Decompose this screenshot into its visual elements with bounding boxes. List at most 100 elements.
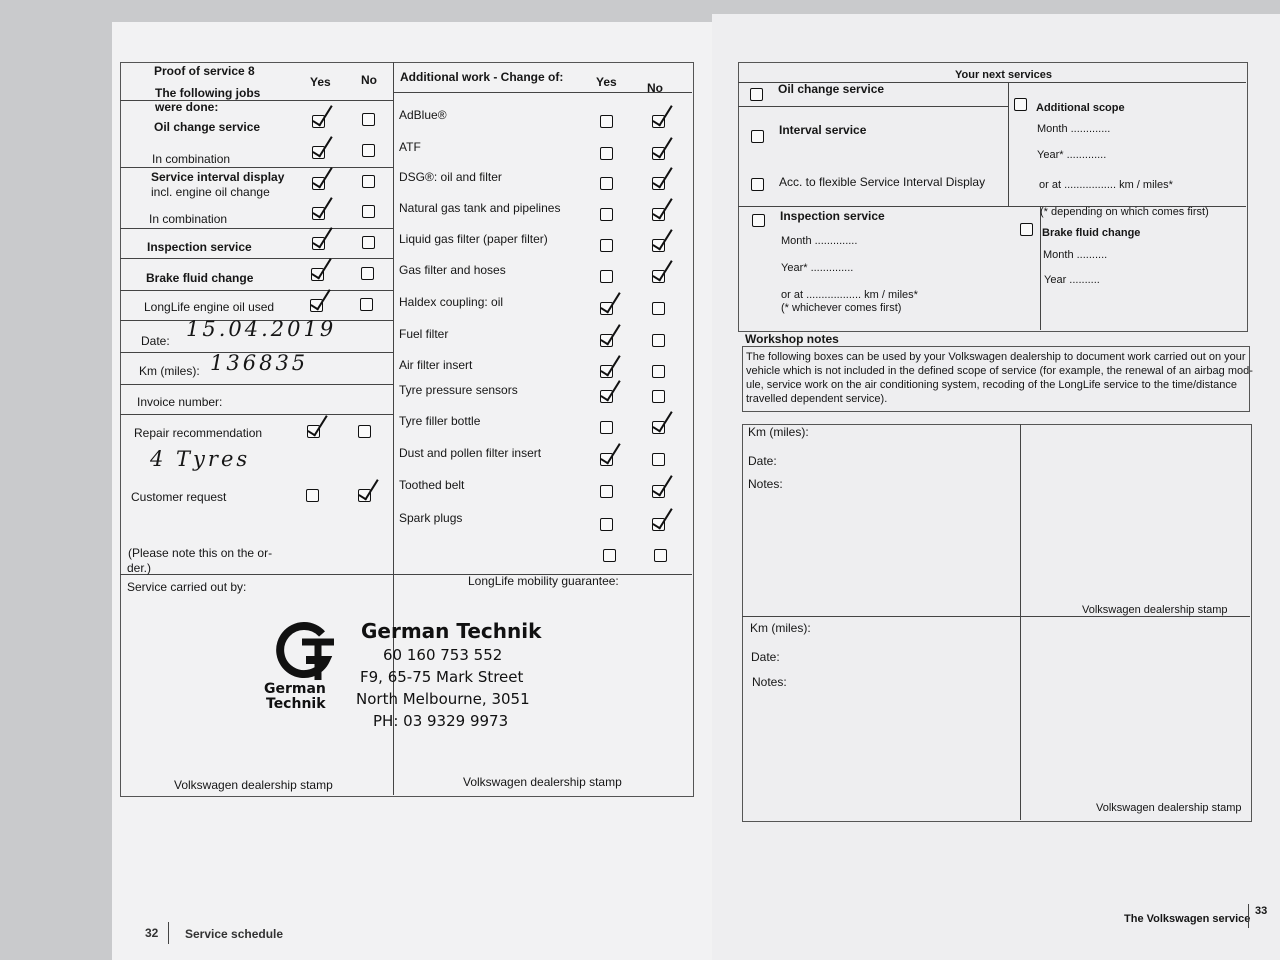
checkbox bbox=[600, 421, 613, 434]
rule bbox=[738, 82, 1246, 83]
field: Year .......... bbox=[1044, 274, 1100, 286]
checkbox bbox=[652, 390, 665, 403]
stamp-line: PH: 03 9329 9973 bbox=[373, 712, 509, 730]
footer: Service schedule bbox=[185, 927, 284, 941]
checkbox-checked bbox=[652, 421, 665, 434]
stamp-caption: Volkswagen dealership stamp bbox=[174, 778, 333, 792]
stamp-caption: Volkswagen dealership stamp bbox=[463, 775, 622, 789]
checkbox bbox=[751, 130, 764, 143]
rule bbox=[120, 258, 393, 259]
km-label: Km (miles): bbox=[748, 425, 809, 439]
additional-item: Natural gas tank and pipelines bbox=[399, 201, 561, 215]
service: Oil change service bbox=[778, 82, 885, 96]
checkbox bbox=[600, 177, 613, 190]
field: Year* ............. bbox=[1037, 149, 1107, 161]
additional-item: AdBlue® bbox=[399, 108, 447, 122]
date-label: Date: bbox=[141, 334, 170, 348]
checkbox bbox=[652, 334, 665, 347]
job: In combination bbox=[152, 152, 231, 166]
footer-rule bbox=[168, 922, 169, 944]
checkbox-checked bbox=[358, 489, 371, 502]
field: Month .............. bbox=[781, 235, 858, 247]
rule bbox=[120, 167, 393, 168]
divider bbox=[1020, 424, 1021, 820]
stamp-caption: Volkswagen dealership stamp bbox=[1082, 604, 1228, 616]
service: Additional scope bbox=[1036, 102, 1125, 114]
workshop-title: Workshop notes bbox=[745, 332, 839, 346]
checkbox-checked bbox=[312, 237, 325, 250]
rule bbox=[393, 92, 692, 93]
field-note: (* depending on which comes first) bbox=[1040, 206, 1209, 218]
checkbox-checked bbox=[312, 177, 325, 190]
additional-item: Haldex coupling: oil bbox=[399, 295, 504, 309]
checkbox bbox=[603, 549, 616, 562]
footer: The Volkswagen service bbox=[1124, 913, 1251, 925]
workshop-text: The following boxes can be used by your … bbox=[746, 351, 1246, 363]
divider bbox=[393, 62, 394, 795]
additional-item: Toothed belt bbox=[399, 478, 465, 492]
additional-item: Air filter insert bbox=[399, 358, 473, 372]
additional-item: ATF bbox=[399, 140, 421, 154]
additional-item: Dust and pollen filter insert bbox=[399, 446, 542, 460]
title: Your next services bbox=[955, 69, 1053, 81]
checkbox bbox=[652, 302, 665, 315]
checkbox bbox=[752, 214, 765, 227]
checkbox bbox=[362, 205, 375, 218]
checkbox bbox=[306, 489, 319, 502]
stamp-caption: Volkswagen dealership stamp bbox=[1096, 802, 1242, 814]
job: In combination bbox=[149, 212, 228, 226]
checkbox bbox=[600, 270, 613, 283]
no-header: No bbox=[647, 81, 663, 95]
workshop-text: travelled dependent service). bbox=[746, 393, 888, 405]
stamp-name: German Technik bbox=[361, 619, 542, 643]
job: incl. engine oil change bbox=[151, 185, 270, 199]
rule bbox=[120, 574, 692, 575]
rule bbox=[120, 414, 393, 415]
divider bbox=[1040, 206, 1041, 330]
checkbox bbox=[362, 175, 375, 188]
notes-frame bbox=[742, 424, 1252, 822]
checkbox bbox=[600, 147, 613, 160]
checkbox bbox=[600, 485, 613, 498]
mobility-label: LongLife mobility guarantee: bbox=[468, 574, 619, 588]
rule bbox=[120, 228, 393, 229]
workshop-intro-frame bbox=[742, 346, 1250, 412]
checkbox bbox=[750, 88, 763, 101]
checkbox bbox=[1020, 223, 1033, 236]
checkbox-checked bbox=[600, 453, 613, 466]
additional-item: Liquid gas filter (paper filter) bbox=[399, 232, 548, 246]
checkbox-checked bbox=[652, 270, 665, 283]
stamp-line: 60 160 753 552 bbox=[383, 646, 503, 664]
job: Oil change service bbox=[154, 120, 261, 134]
stamp-line: North Melbourne, 3051 bbox=[356, 690, 530, 708]
field: Year* .............. bbox=[781, 262, 854, 274]
checkbox bbox=[360, 298, 373, 311]
checkbox-checked bbox=[652, 485, 665, 498]
checkbox bbox=[600, 115, 613, 128]
checkbox-checked bbox=[652, 518, 665, 531]
job: Brake fluid change bbox=[146, 271, 254, 285]
km-label: Km (miles): bbox=[750, 621, 811, 635]
logo-t bbox=[302, 638, 334, 680]
checkbox-checked bbox=[600, 365, 613, 378]
rule bbox=[738, 206, 1246, 207]
checkbox bbox=[654, 549, 667, 562]
checkbox bbox=[1014, 98, 1027, 111]
checkbox bbox=[361, 267, 374, 280]
field: Month ............. bbox=[1037, 123, 1111, 135]
checkbox-checked bbox=[652, 208, 665, 221]
checkbox bbox=[600, 208, 613, 221]
date-label: Date: bbox=[751, 650, 780, 664]
no-header: No bbox=[361, 73, 377, 87]
workshop-text: ule, service work on the air conditionin… bbox=[746, 379, 1237, 391]
checkbox-checked bbox=[600, 302, 613, 315]
rule bbox=[120, 100, 393, 101]
field-note: (* whichever comes first) bbox=[781, 302, 902, 314]
field: or at .................. km / miles* bbox=[781, 289, 918, 301]
rule bbox=[738, 106, 1008, 107]
invoice-label: Invoice number: bbox=[137, 395, 223, 409]
checkbox-checked bbox=[652, 177, 665, 190]
checkbox-checked bbox=[600, 390, 613, 403]
rule bbox=[120, 320, 393, 321]
title: Proof of service 8 bbox=[154, 64, 255, 78]
